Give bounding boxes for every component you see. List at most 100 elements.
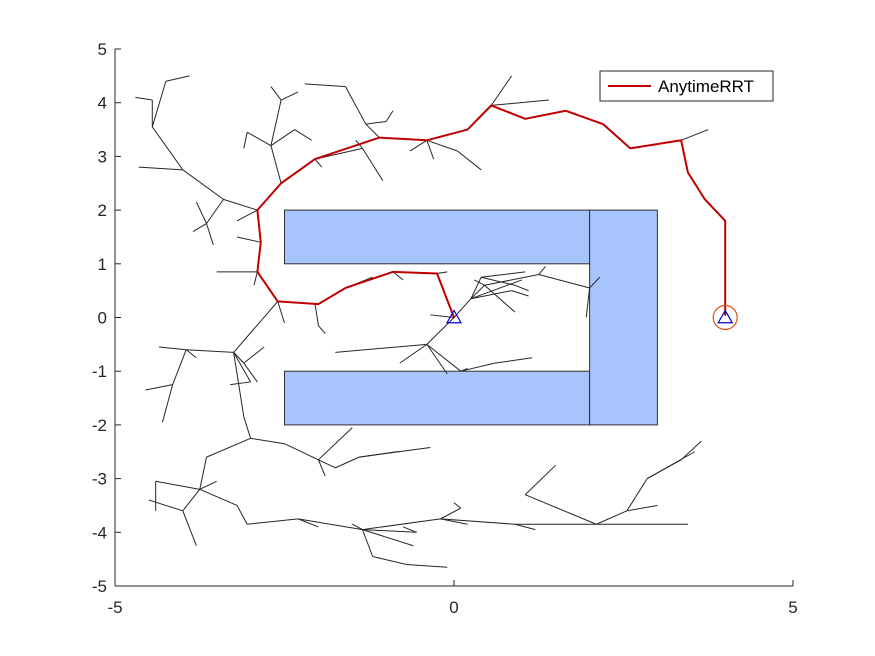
tree-edge — [362, 529, 417, 533]
tree-edge — [406, 564, 448, 568]
tree-edge — [206, 223, 214, 246]
tree-edge — [192, 223, 207, 233]
tree-edge — [538, 274, 590, 289]
tree-edge — [318, 427, 353, 461]
y-tick-label: -3 — [92, 470, 107, 489]
tree-edge — [362, 529, 374, 557]
tree-edge — [284, 443, 319, 461]
y-tick-label: 1 — [98, 255, 107, 274]
y-tick-label: -4 — [92, 523, 107, 542]
tree-edge — [511, 290, 529, 297]
tree-edge — [626, 504, 658, 512]
tree-edge — [335, 456, 360, 469]
tree-edge — [247, 518, 299, 525]
tree-edge — [233, 352, 245, 364]
tree-edge — [426, 140, 435, 160]
legend: AnytimeRRT — [599, 70, 774, 102]
tree-edge — [253, 271, 258, 286]
tree-edge — [182, 510, 197, 546]
tree-edge — [470, 277, 482, 299]
tree-edge — [236, 209, 258, 222]
obstacle-top-bar — [284, 209, 591, 265]
tree-edge — [155, 480, 200, 490]
tree-edge — [440, 518, 516, 525]
path-layer — [256, 104, 727, 319]
tree-edge — [453, 502, 462, 509]
tree-edge — [318, 325, 326, 334]
tree-edge — [159, 346, 187, 351]
tree-edge — [233, 301, 279, 353]
tree-edge — [474, 279, 485, 286]
y-tick-label: -5 — [92, 577, 107, 596]
legend-label-anytimerrt: AnytimeRRT — [658, 77, 754, 96]
tree-edge — [514, 284, 529, 292]
tree-edge — [596, 510, 628, 525]
tree-edge — [161, 384, 174, 423]
tree-edge — [165, 75, 190, 82]
tree-edge — [385, 110, 394, 122]
tree-edge — [626, 478, 648, 512]
series-line-anytimerrt — [256, 104, 727, 319]
tree-edge — [680, 440, 702, 461]
tree-edge — [460, 368, 468, 372]
obstacle-bottom-bar — [284, 370, 591, 426]
tree-edge — [484, 274, 539, 286]
tree-edge — [250, 437, 285, 445]
tree-edge — [182, 489, 201, 512]
tree-edge — [436, 271, 448, 274]
tree-edge — [172, 349, 187, 385]
tree-edge — [362, 518, 441, 531]
tree-edge — [457, 150, 482, 171]
tree-edge — [199, 488, 238, 506]
tree-edge — [243, 416, 252, 439]
tree-edge — [426, 317, 455, 345]
tree-edge — [365, 120, 387, 125]
tree-edge — [470, 284, 485, 300]
tree-edge — [426, 139, 458, 152]
tree-edge — [270, 86, 282, 101]
tree-edge — [524, 494, 597, 525]
tree-edge — [460, 362, 495, 372]
tree-edge — [680, 129, 709, 141]
tree-edge — [297, 518, 363, 531]
tree-edge — [304, 83, 346, 88]
tree-edge — [585, 287, 591, 318]
tree-edge — [318, 459, 336, 469]
tree-edge — [352, 523, 363, 531]
x-tick-label: 5 — [788, 598, 797, 617]
tree-edge — [246, 131, 272, 147]
tree-edge — [280, 91, 299, 101]
tree-edge — [372, 555, 407, 566]
tree-edge — [345, 86, 367, 125]
markers-layer — [445, 304, 738, 331]
tree-edge — [646, 451, 695, 480]
tree-edge — [314, 158, 323, 168]
tree-edge — [199, 480, 217, 490]
tree-edge — [151, 126, 184, 171]
tree-edge — [399, 343, 428, 364]
tree-edge — [185, 349, 197, 359]
tree-edge — [365, 123, 380, 138]
tree-edge — [182, 169, 224, 200]
tree-edge — [426, 343, 462, 372]
tree-edge — [135, 96, 153, 101]
tree-edge — [494, 357, 533, 364]
tree-edge — [236, 236, 261, 243]
tree-edge — [243, 346, 265, 364]
tree-edge — [294, 129, 312, 141]
tree-edge — [138, 166, 183, 171]
tree-edge — [491, 99, 549, 106]
y-tick-label: 3 — [98, 147, 107, 166]
tree-edge — [392, 271, 404, 281]
axes-layer: -5 0 5 -5 -4 -3 -2 -1 0 1 2 3 4 5 — [92, 40, 798, 617]
tree-edge — [186, 349, 234, 353]
tree-edge — [589, 276, 601, 289]
tree-edge — [440, 507, 462, 520]
rrt-tree-layer — [135, 75, 709, 568]
tree-edge — [402, 526, 417, 533]
tree-edge — [243, 132, 248, 149]
tree-edge — [484, 284, 516, 313]
tree-edge — [199, 457, 208, 490]
y-tick-label: 5 — [98, 40, 107, 59]
obstacle-right-bar — [589, 209, 658, 426]
